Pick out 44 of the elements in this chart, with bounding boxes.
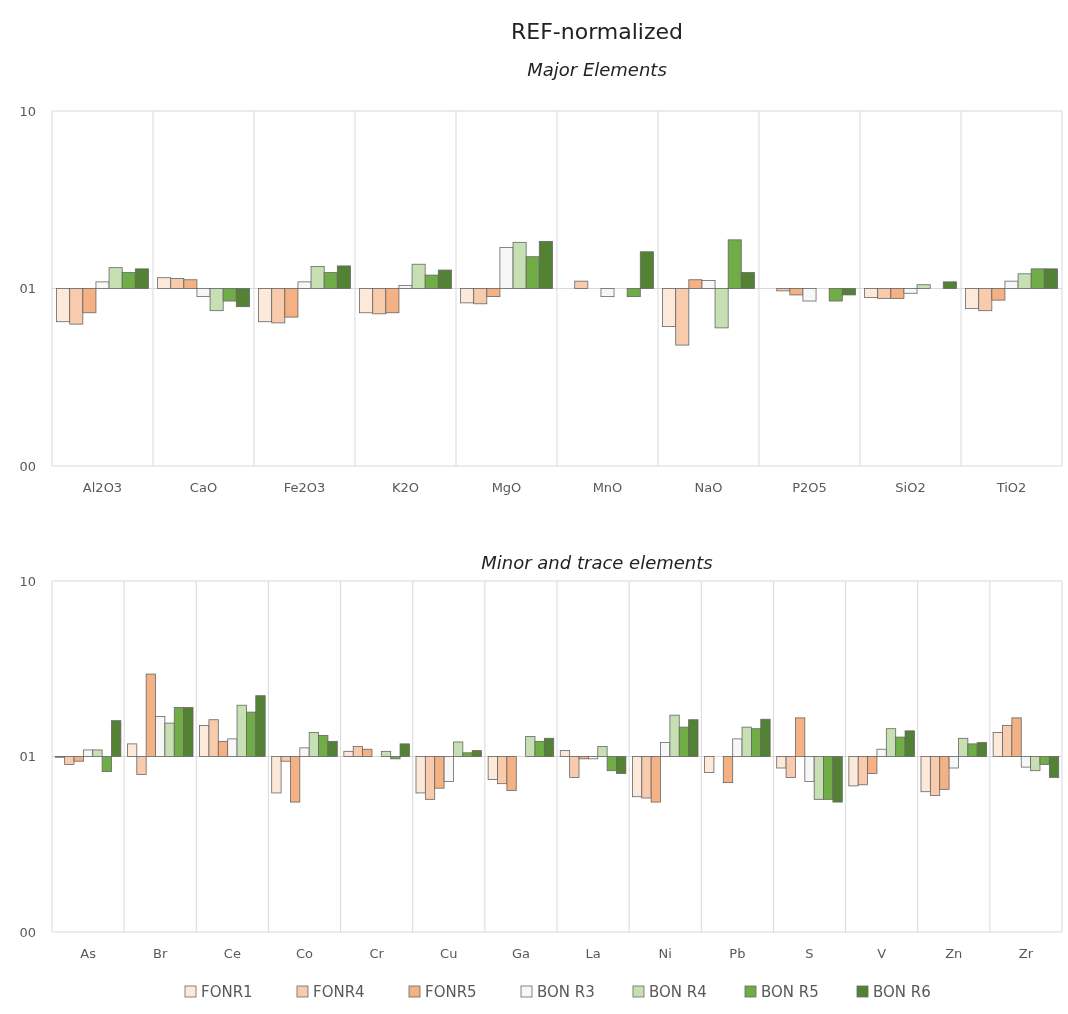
y-tick-label: 00 xyxy=(19,458,36,474)
chart-title: REF-normalized xyxy=(510,19,684,44)
legend-label: BON R4 xyxy=(649,983,707,1002)
x-tick-label: Ga xyxy=(511,946,530,961)
bar xyxy=(600,288,615,298)
x-tick-label: Pb xyxy=(729,946,746,961)
x-tick-label: MgO xyxy=(491,480,522,495)
bar xyxy=(942,281,957,289)
legend-label: FONR4 xyxy=(313,983,365,1002)
x-tick-label: Fe2O3 xyxy=(283,480,326,495)
x-tick-label: TiO2 xyxy=(995,480,1027,495)
x-tick-label: MnO xyxy=(592,480,623,495)
chart-subtitle: Major Elements xyxy=(527,59,667,80)
legend-label: FONR5 xyxy=(425,983,477,1002)
y-tick-label: 01 xyxy=(19,281,36,297)
x-tick-label: K2O xyxy=(391,480,420,495)
x-tick-label: As xyxy=(80,946,97,961)
x-tick-label: Zn xyxy=(945,946,963,961)
legend-label: FONR1 xyxy=(201,983,253,1002)
y-tick-label: 00 xyxy=(19,924,36,940)
legend-label: BON R5 xyxy=(761,983,819,1002)
x-tick-label: Cu xyxy=(440,946,458,961)
x-tick-label: Br xyxy=(153,946,168,961)
x-tick-label: SiO2 xyxy=(895,480,926,495)
bar xyxy=(574,280,589,289)
x-tick-label: La xyxy=(585,946,601,961)
x-tick-label: NaO xyxy=(694,480,723,495)
x-tick-label: Cr xyxy=(369,946,385,961)
x-tick-label: CaO xyxy=(189,480,218,495)
legend-label: BON R3 xyxy=(537,983,595,1002)
x-tick-label: Ce xyxy=(223,946,241,961)
x-tick-label: S xyxy=(805,946,814,961)
y-tick-label: 01 xyxy=(19,749,36,765)
legend-label: BON R6 xyxy=(873,983,931,1002)
x-tick-label: P2O5 xyxy=(792,480,827,495)
x-tick-label: Co xyxy=(295,946,314,961)
x-tick-label: Zr xyxy=(1018,946,1034,961)
x-tick-label: V xyxy=(877,946,887,961)
x-tick-label: Ni xyxy=(658,946,672,961)
y-tick-label: 10 xyxy=(19,573,36,589)
chart-title: Minor and trace elements xyxy=(481,552,713,573)
y-tick-label: 10 xyxy=(19,103,36,119)
x-tick-label: Al2O3 xyxy=(82,480,123,495)
bar xyxy=(704,756,715,773)
